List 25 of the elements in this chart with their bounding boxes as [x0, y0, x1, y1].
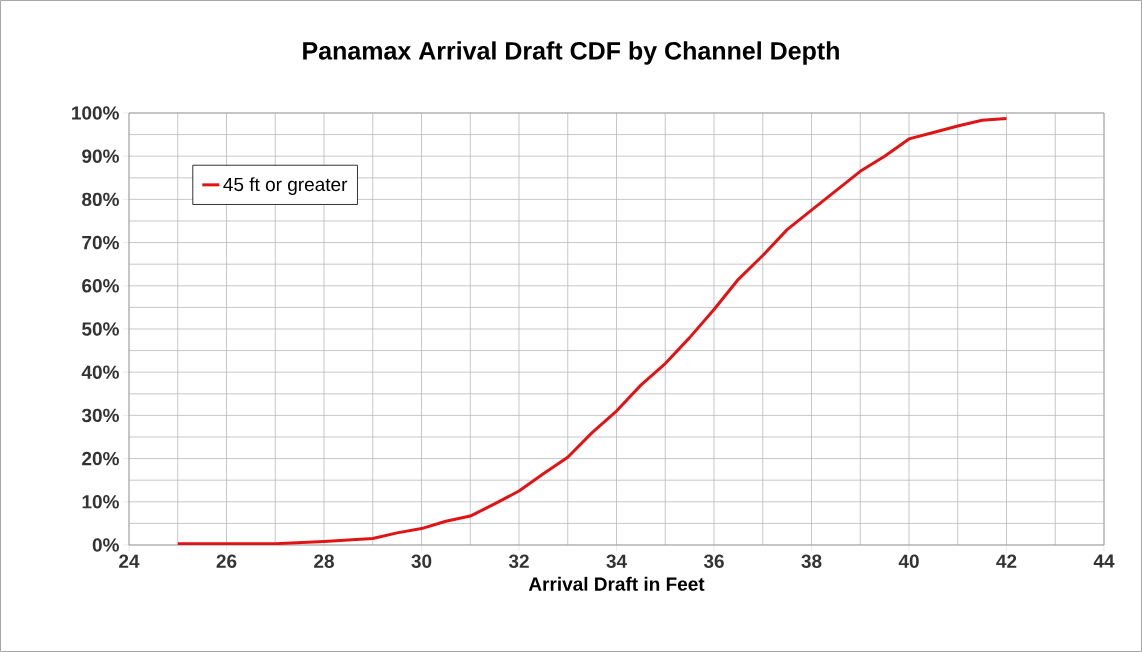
y-tick-label: 20% — [82, 451, 119, 466]
x-tick-label: 32 — [508, 554, 529, 568]
x-tick-label: 38 — [801, 554, 822, 568]
x-tick-label: 44 — [1093, 554, 1115, 568]
y-tick-label: 50% — [82, 322, 119, 336]
y-tick-label: 70% — [82, 235, 119, 250]
x-tick-label: 36 — [703, 554, 724, 568]
chart-title: Panamax Arrival Draft CDF by Channel Depth — [303, 41, 839, 65]
x-tick-label: 28 — [314, 554, 334, 568]
x-axis-title: Arrival Draft in Feet — [528, 576, 705, 591]
y-tick-label: 60% — [82, 279, 119, 293]
x-tick-label: 42 — [996, 554, 1017, 568]
x-tick-label: 40 — [898, 554, 919, 568]
y-tick-label: 0% — [92, 538, 119, 552]
y-tick-label: 10% — [82, 495, 119, 509]
legend-label: 45 ft or greater — [223, 177, 348, 195]
y-tick-label: 90% — [82, 149, 119, 163]
y-tick-label: 100% — [72, 106, 119, 120]
x-tick-label: 24 — [119, 554, 140, 568]
x-tick-label: 30 — [411, 554, 432, 568]
y-tick-label: 80% — [82, 192, 119, 207]
x-tick-label: 26 — [216, 554, 237, 568]
y-tick-label: 40% — [81, 365, 119, 379]
y-tick-label: 30% — [81, 408, 119, 423]
x-tick-label: 34 — [606, 554, 627, 568]
